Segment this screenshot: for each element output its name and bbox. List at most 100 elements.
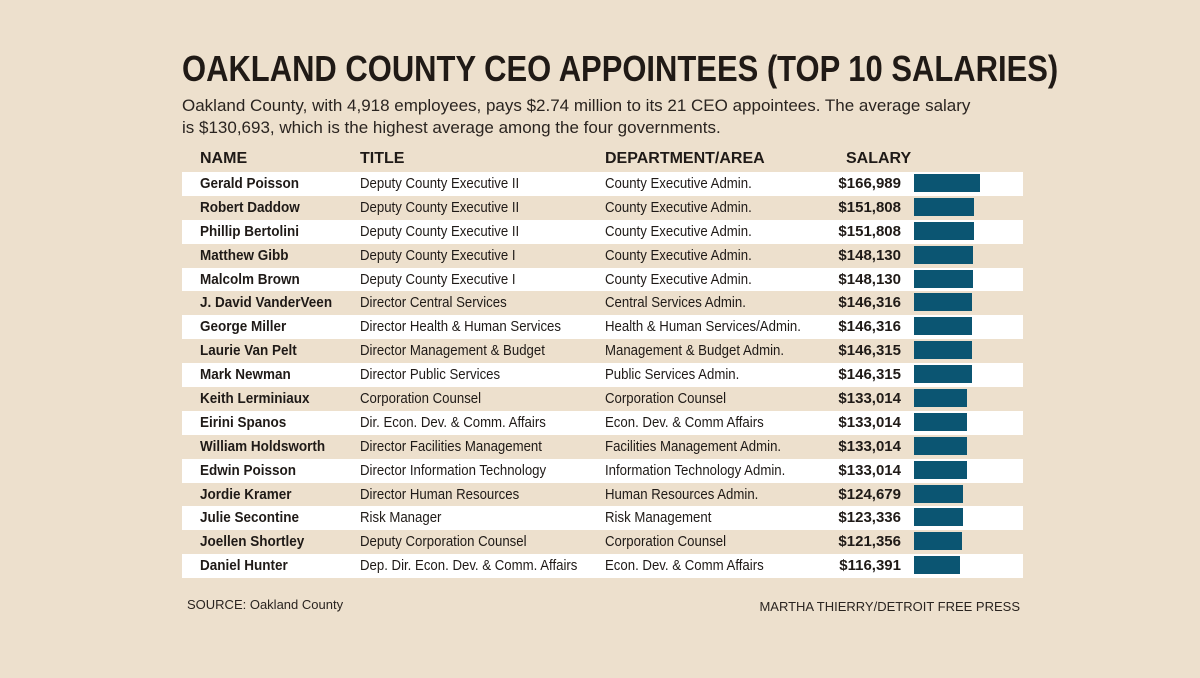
- salary-bar: [914, 269, 973, 288]
- credit-line: MARTHA THIERRY/DETROIT FREE PRESS: [759, 599, 1020, 614]
- row-name: Julie Secontine: [200, 509, 300, 527]
- header-name: NAME: [200, 150, 248, 167]
- row-department: Public Services Admin.: [605, 366, 740, 384]
- salary-bar: [914, 460, 967, 479]
- salary-bar: [914, 532, 962, 551]
- table-row: Julie Secontine Risk Manager Risk Manageme…: [182, 506, 1023, 531]
- table-row: Edwin Poisson Director Information Techno…: [182, 458, 1023, 483]
- table-row: Daniel Hunter Dep. Dir. Econ. Dev. & Comm…: [182, 554, 1023, 579]
- row-name: Matthew Gibb: [200, 246, 289, 264]
- salary-bar: [914, 317, 972, 336]
- row-department: Information Technology Admin.: [605, 461, 786, 479]
- row-title: Director Management & Budget: [360, 342, 545, 360]
- row-salary-label: $146,315: [838, 366, 901, 384]
- row-salary-label: $133,014: [838, 461, 901, 479]
- row-department: County Executive Admin.: [605, 270, 752, 288]
- table-row: Mark Newman Director Public Services Publi…: [182, 363, 1023, 388]
- chart-title: OAKLAND COUNTY CEO APPOINTEES (TOP 10 SA…: [182, 48, 1059, 89]
- salary-bar: [914, 365, 972, 384]
- row-name: Malcolm Brown: [200, 270, 300, 288]
- row-name: Eirini Spanos: [200, 413, 287, 431]
- row-title: Director Information Technology: [360, 461, 547, 479]
- row-salary-label: $123,336: [838, 509, 901, 527]
- row-salary-label: $124,679: [838, 485, 901, 503]
- row-department: County Executive Admin.: [605, 175, 752, 192]
- table-row: George Miller Director Health & Human Ser…: [182, 315, 1023, 340]
- row-department: Facilities Management Admin.: [605, 437, 782, 455]
- salary-bar: [914, 174, 980, 192]
- row-salary-label: $133,014: [838, 413, 901, 431]
- row-department: Risk Management: [605, 509, 712, 527]
- salary-bar: [914, 436, 967, 455]
- row-department: Econ. Dev. & Comm Affairs: [605, 413, 764, 431]
- row-title: Deputy County Executive I: [360, 270, 516, 288]
- row-title: Deputy County Executive II: [360, 198, 520, 216]
- row-salary-label: $146,316: [838, 294, 901, 312]
- row-title: Risk Manager: [360, 509, 442, 527]
- row-name: Jordie Kramer: [200, 485, 292, 503]
- salary-bar: [914, 341, 972, 360]
- row-department: County Executive Admin.: [605, 222, 752, 240]
- salary-bar: [914, 221, 974, 240]
- table-row: Phillip Bertolini Deputy County Executive…: [182, 219, 1023, 244]
- row-title: Director Public Services: [360, 366, 501, 384]
- row-salary-label: $146,316: [838, 318, 901, 336]
- salary-bar: [914, 508, 963, 527]
- row-title: Corporation Counsel: [360, 390, 482, 408]
- source-note: SOURCE: Oakland County: [187, 597, 344, 612]
- row-title: Deputy Corporation Counsel: [360, 533, 527, 551]
- row-department: Health & Human Services/Admin.: [605, 318, 801, 336]
- row-title: Dep. Dir. Econ. Dev. & Comm. Affairs: [360, 557, 578, 575]
- row-salary-label: $148,130: [838, 270, 901, 288]
- table-row: Jordie Kramer Director Human Resources Hum…: [182, 483, 1023, 507]
- row-department: County Executive Admin.: [605, 198, 752, 216]
- row-department: Human Resources Admin.: [605, 485, 759, 503]
- header-title: TITLE: [360, 150, 405, 167]
- row-salary-label: $148,130: [838, 246, 901, 264]
- row-name: J. David VanderVeen: [200, 294, 333, 312]
- row-salary-label: $133,014: [838, 390, 901, 408]
- row-name: Phillip Bertolini: [200, 222, 300, 240]
- row-name: Keith Lerminiaux: [200, 390, 310, 408]
- row-title: Deputy County Executive I: [360, 246, 516, 264]
- row-name: William Holdsworth: [200, 437, 326, 455]
- chart-subtitle: Oakland County, with 4,918 employees, pa…: [182, 96, 971, 137]
- table-row: Keith Lerminiaux Corporation Counsel Corpo…: [182, 387, 1023, 411]
- row-department: Management & Budget Admin.: [605, 342, 785, 360]
- row-name: George Miller: [200, 318, 287, 336]
- row-salary-label: $146,315: [838, 342, 901, 360]
- header-department: DEPARTMENT/AREA: [605, 150, 765, 167]
- row-title: Deputy County Executive II: [360, 175, 520, 192]
- salary-bar: [914, 245, 973, 264]
- table-row: Malcolm Brown Deputy County Executive I Co…: [182, 267, 1023, 292]
- row-title: Deputy County Executive II: [360, 222, 520, 240]
- table-row: Laurie Van Pelt Director Management & Bud…: [182, 339, 1023, 363]
- row-salary-label: $133,014: [838, 437, 901, 455]
- row-name: Daniel Hunter: [200, 557, 288, 575]
- row-title: Dir. Econ. Dev. & Comm. Affairs: [360, 413, 546, 431]
- row-title: Director Central Services: [360, 294, 507, 312]
- row-title: Director Facilities Management: [360, 437, 542, 455]
- row-name: Mark Newman: [200, 366, 291, 384]
- row-department: Corporation Counsel: [605, 533, 727, 551]
- row-name: Joellen Shortley: [200, 533, 305, 551]
- table-row: Eirini Spanos Dir. Econ. Dev. & Comm. Aff…: [182, 410, 1023, 435]
- row-title: Director Health & Human Services: [360, 318, 562, 336]
- row-salary-label: $121,356: [838, 533, 901, 551]
- table-row: Joellen Shortley Deputy Corporation Couns…: [182, 530, 1023, 554]
- row-salary-label: $166,989: [838, 175, 901, 192]
- salary-bar: [914, 389, 967, 408]
- row-department: Central Services Admin.: [605, 294, 746, 312]
- column-headers: NAME TITLE DEPARTMENT/AREA SALARY: [182, 150, 1023, 170]
- row-department: Corporation Counsel: [605, 390, 727, 408]
- salary-bar: [914, 484, 964, 503]
- salary-bar: [914, 197, 974, 216]
- row-salary-label: $151,808: [838, 222, 901, 240]
- row-title: Director Human Resources: [360, 485, 520, 503]
- table-row: Gerald Poisson Deputy County Executive II…: [182, 172, 1023, 196]
- row-salary-label: $116,391: [839, 557, 901, 575]
- header-salary: SALARY: [846, 150, 912, 167]
- table-row: J. David VanderVeen Director Central Serv…: [182, 291, 1023, 315]
- salary-bar: [914, 556, 960, 575]
- salary-bar: [914, 293, 972, 312]
